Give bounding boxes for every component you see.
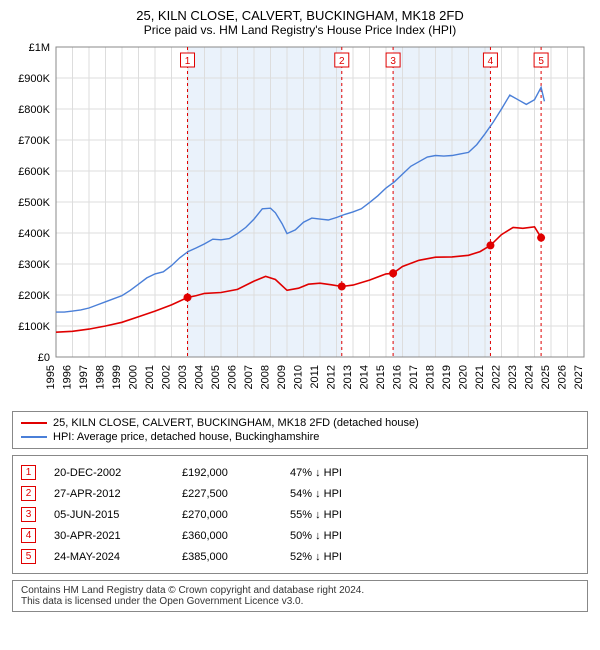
- sale-marker-icon: 3: [21, 507, 36, 522]
- svg-text:2010: 2010: [293, 365, 305, 389]
- svg-text:£1M: £1M: [29, 42, 50, 54]
- sale-hpi-delta: 54% ↓ HPI: [290, 488, 342, 500]
- svg-text:1999: 1999: [111, 365, 123, 389]
- sale-row: 5 24-MAY-2024 £385,000 52% ↓ HPI: [21, 546, 579, 567]
- sale-marker-icon: 5: [21, 549, 36, 564]
- footer-line-2: This data is licensed under the Open Gov…: [21, 596, 579, 607]
- legend-label: HPI: Average price, detached house, Buck…: [53, 431, 319, 443]
- svg-text:2003: 2003: [177, 365, 189, 389]
- svg-text:5: 5: [538, 56, 544, 67]
- svg-text:2020: 2020: [458, 365, 470, 389]
- svg-text:£900K: £900K: [18, 73, 50, 85]
- sale-marker-icon: 2: [21, 486, 36, 501]
- svg-text:2023: 2023: [507, 365, 519, 389]
- svg-text:2019: 2019: [441, 365, 453, 389]
- sale-price: £227,500: [182, 488, 272, 500]
- chart-title: 25, KILN CLOSE, CALVERT, BUCKINGHAM, MK1…: [8, 8, 592, 23]
- legend-row: 25, KILN CLOSE, CALVERT, BUCKINGHAM, MK1…: [21, 416, 579, 430]
- svg-text:2021: 2021: [474, 365, 486, 389]
- svg-text:2006: 2006: [227, 365, 239, 389]
- sale-date: 24-MAY-2024: [54, 551, 164, 563]
- sale-price: £360,000: [182, 530, 272, 542]
- svg-text:2005: 2005: [210, 365, 222, 389]
- svg-text:2001: 2001: [144, 365, 156, 389]
- sale-hpi-delta: 52% ↓ HPI: [290, 551, 342, 563]
- svg-text:£0: £0: [38, 352, 50, 364]
- svg-text:2000: 2000: [128, 365, 140, 389]
- svg-text:£800K: £800K: [18, 104, 50, 116]
- svg-text:2026: 2026: [557, 365, 569, 389]
- svg-text:2007: 2007: [243, 365, 255, 389]
- svg-text:2: 2: [339, 56, 345, 67]
- sale-date: 20-DEC-2002: [54, 467, 164, 479]
- sale-price: £385,000: [182, 551, 272, 563]
- svg-text:2018: 2018: [425, 365, 437, 389]
- svg-text:1: 1: [185, 56, 191, 67]
- sale-hpi-delta: 55% ↓ HPI: [290, 509, 342, 521]
- sale-date: 05-JUN-2015: [54, 509, 164, 521]
- sale-date: 30-APR-2021: [54, 530, 164, 542]
- sale-price: £192,000: [182, 467, 272, 479]
- sale-marker-icon: 4: [21, 528, 36, 543]
- legend-swatch: [21, 422, 47, 424]
- footer-line-1: Contains HM Land Registry data © Crown c…: [21, 585, 579, 596]
- svg-text:2012: 2012: [326, 365, 338, 389]
- svg-text:2024: 2024: [524, 365, 536, 389]
- sale-hpi-delta: 47% ↓ HPI: [290, 467, 342, 479]
- legend-swatch: [21, 436, 47, 438]
- sale-row: 3 05-JUN-2015 £270,000 55% ↓ HPI: [21, 504, 579, 525]
- svg-text:2014: 2014: [359, 365, 371, 389]
- svg-text:£700K: £700K: [18, 135, 50, 147]
- sales-table: 1 20-DEC-2002 £192,000 47% ↓ HPI 2 27-APR-201…: [12, 455, 588, 574]
- svg-text:1997: 1997: [78, 365, 90, 389]
- sale-hpi-delta: 50% ↓ HPI: [290, 530, 342, 542]
- svg-text:£300K: £300K: [18, 259, 50, 271]
- svg-text:£200K: £200K: [18, 290, 50, 302]
- sale-marker-icon: 1: [21, 465, 36, 480]
- svg-text:£500K: £500K: [18, 197, 50, 209]
- svg-text:2016: 2016: [392, 365, 404, 389]
- sale-date: 27-APR-2012: [54, 488, 164, 500]
- svg-text:1995: 1995: [45, 365, 57, 389]
- svg-text:3: 3: [390, 56, 396, 67]
- sale-price: £270,000: [182, 509, 272, 521]
- footer-attribution: Contains HM Land Registry data © Crown c…: [12, 580, 588, 612]
- svg-text:1998: 1998: [95, 365, 107, 389]
- svg-text:2002: 2002: [161, 365, 173, 389]
- svg-text:£100K: £100K: [18, 321, 50, 333]
- svg-text:2013: 2013: [342, 365, 354, 389]
- svg-text:2004: 2004: [194, 365, 206, 389]
- sale-row: 4 30-APR-2021 £360,000 50% ↓ HPI: [21, 525, 579, 546]
- chart-subtitle: Price paid vs. HM Land Registry's House …: [8, 23, 592, 37]
- svg-text:2009: 2009: [276, 365, 288, 389]
- svg-text:2022: 2022: [491, 365, 503, 389]
- svg-text:2017: 2017: [408, 365, 420, 389]
- svg-text:£400K: £400K: [18, 228, 50, 240]
- svg-text:2008: 2008: [260, 365, 272, 389]
- price-chart: £0 £100K £200K £300K £400K £500K £600K £700K £80…: [8, 41, 592, 401]
- svg-text:2025: 2025: [540, 365, 552, 389]
- svg-text:1996: 1996: [62, 365, 74, 389]
- svg-text:£600K: £600K: [18, 166, 50, 178]
- legend: 25, KILN CLOSE, CALVERT, BUCKINGHAM, MK1…: [12, 411, 588, 449]
- sale-row: 2 27-APR-2012 £227,500 54% ↓ HPI: [21, 483, 579, 504]
- svg-text:2011: 2011: [309, 365, 321, 389]
- sale-row: 1 20-DEC-2002 £192,000 47% ↓ HPI: [21, 462, 579, 483]
- legend-row: HPI: Average price, detached house, Buck…: [21, 430, 579, 444]
- svg-text:4: 4: [488, 56, 494, 67]
- svg-text:2015: 2015: [375, 365, 387, 389]
- svg-text:2027: 2027: [573, 365, 585, 389]
- legend-label: 25, KILN CLOSE, CALVERT, BUCKINGHAM, MK1…: [53, 417, 419, 429]
